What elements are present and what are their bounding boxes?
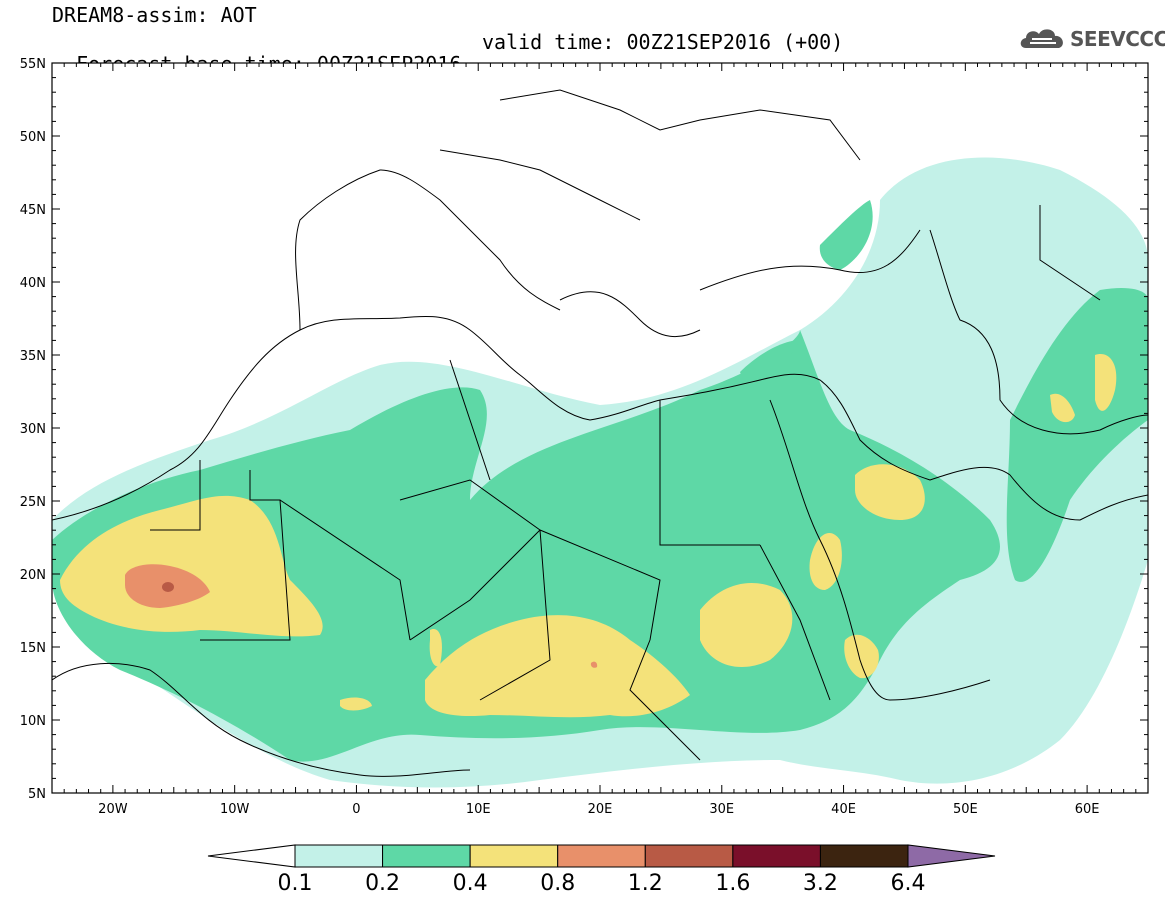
- cloud-icon: [1020, 29, 1063, 48]
- colorbar-label: 0.8: [540, 871, 575, 896]
- colorbar-box: [557, 844, 646, 868]
- colorbar-box: [819, 844, 909, 868]
- lat-tick-label: 25N: [20, 495, 46, 510]
- colorbar-box: [382, 844, 471, 868]
- aot-contours: [52, 89, 1148, 788]
- colorbar-label: 1.6: [715, 871, 750, 896]
- lon-tick-label: 60E: [1075, 802, 1100, 817]
- aot-band-1.2: [162, 582, 174, 592]
- lat-tick-label: 45N: [20, 203, 46, 218]
- lon-tick-label: 20W: [98, 802, 128, 817]
- colorbar-label: 0.4: [453, 871, 488, 896]
- lat-tick-label: 10N: [20, 714, 46, 729]
- aot-colorbar: 0.1 0.2 0.4 0.8 1.2 1.6 3.2 6.4: [207, 844, 996, 896]
- colorbar-box: [644, 844, 734, 868]
- colorbar-high-arrow: [907, 844, 996, 868]
- lon-tick-label: 10W: [220, 802, 250, 817]
- colorbar-box: [732, 844, 821, 868]
- longitude-axis: 20W 10W 0 10E 20E 30E 40E 50E 60E: [63, 63, 1137, 817]
- lon-tick-label: 10E: [466, 802, 491, 817]
- lat-tick-label: 50N: [20, 130, 46, 145]
- colorbar-label: 6.4: [891, 871, 926, 896]
- lat-tick-label: 20N: [20, 568, 46, 583]
- lat-tick-label: 40N: [20, 276, 46, 291]
- lon-tick-label: 20E: [588, 802, 613, 817]
- colorbar-box: [294, 844, 384, 868]
- logo-text: SEEVCCC: [1070, 27, 1165, 51]
- lat-tick-label: 15N: [20, 641, 46, 656]
- colorbar-label: 0.1: [278, 871, 313, 896]
- map-title: DREAM8-assim: AOT: [52, 3, 257, 27]
- lat-tick-label: 5N: [28, 787, 46, 802]
- latitude-axis: 55N 50N 45N 40N 35N 30N 25N 20N 15N 10N 5N: [20, 57, 1148, 802]
- colorbar-box: [469, 844, 559, 868]
- lat-tick-label: 55N: [20, 57, 46, 72]
- colorbar-label: 3.2: [803, 871, 838, 896]
- lon-tick-label: 50E: [953, 802, 978, 817]
- lon-tick-label: 0: [352, 802, 360, 817]
- seevccc-logo: SEEVCCC: [1018, 24, 1165, 54]
- colorbar-label: 0.2: [365, 871, 400, 896]
- colorbar-label: 1.2: [628, 871, 663, 896]
- colorbar-low-arrow: [207, 844, 296, 868]
- coastlines-borders: [52, 89, 1148, 777]
- lat-tick-label: 30N: [20, 422, 46, 437]
- lon-tick-label: 40E: [831, 802, 856, 817]
- aot-band-0.4: [60, 354, 1117, 718]
- valid-time: valid time: 00Z21SEP2016 (+00): [482, 30, 844, 54]
- lon-tick-label: 30E: [709, 802, 734, 817]
- lat-tick-label: 35N: [20, 349, 46, 364]
